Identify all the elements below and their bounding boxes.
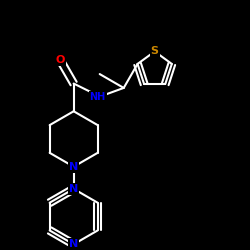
Text: N: N xyxy=(69,184,78,194)
Text: N: N xyxy=(69,162,78,172)
Text: NH: NH xyxy=(90,92,106,102)
Text: S: S xyxy=(151,46,159,56)
Text: N: N xyxy=(69,239,78,249)
Text: O: O xyxy=(55,54,64,64)
